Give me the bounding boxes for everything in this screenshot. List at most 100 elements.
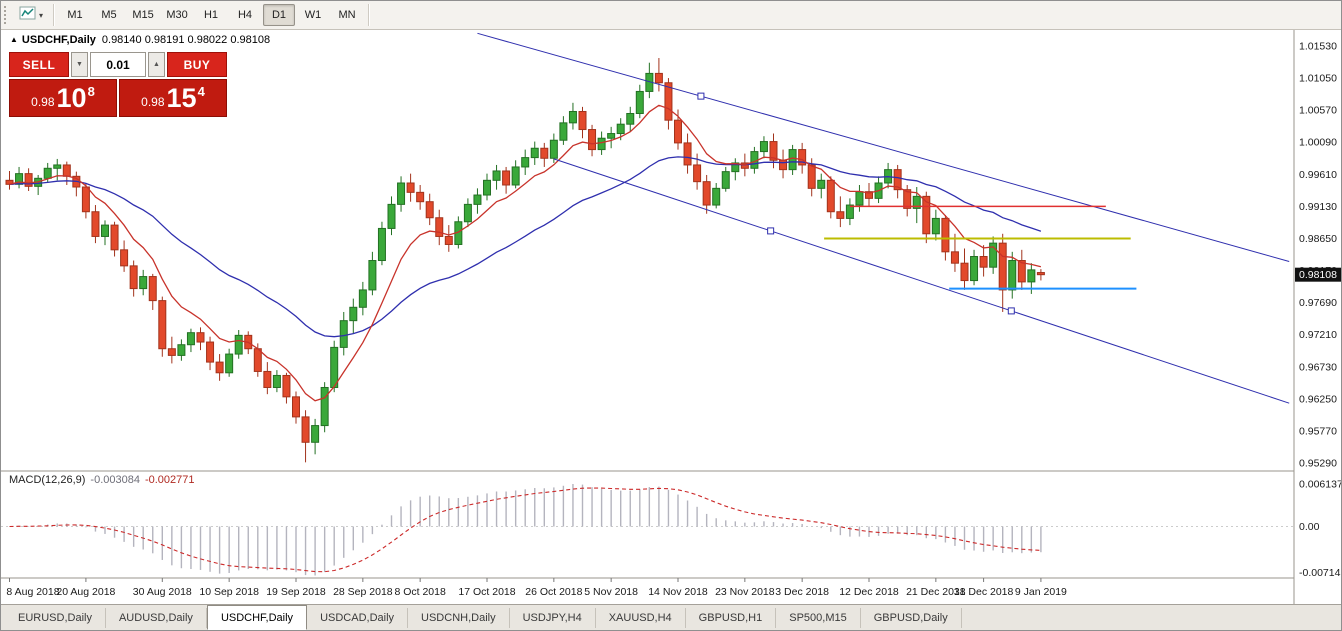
- svg-text:0.99130: 0.99130: [1299, 201, 1337, 213]
- svg-text:23 Nov 2018: 23 Nov 2018: [715, 586, 775, 598]
- svg-text:10 Sep 2018: 10 Sep 2018: [199, 586, 259, 598]
- chart-header: ▲ USDCHF,Daily 0.98140 0.98191 0.98022 0.9…: [10, 34, 270, 46]
- macd-name: MACD(12,26,9): [9, 474, 86, 486]
- sell-price-prefix: 0.98: [31, 95, 55, 109]
- svg-text:0.00: 0.00: [1299, 521, 1320, 533]
- svg-text:0.97690: 0.97690: [1299, 297, 1337, 309]
- buy-price-big: 15: [166, 83, 197, 113]
- ohlc-values: 0.98140 0.98191 0.98022 0.98108: [101, 34, 271, 46]
- ma-slow-line[interactable]: [9, 156, 1042, 338]
- buy-price-prefix: 0.98: [141, 95, 165, 109]
- one-click-trade-panel: SELL ▼ 0.01 ▲ BUY 0.98 10 8 0.98 15 4: [9, 52, 227, 117]
- sell-price-sup: 8: [87, 84, 95, 99]
- chart-canvas[interactable]: 1.01530 1.01050 1.00570 1.00090 0.99610 0.991…: [1, 29, 1342, 606]
- toolbar-separator: [53, 4, 55, 26]
- svg-text:0.96730: 0.96730: [1299, 361, 1337, 373]
- svg-text:26 Oct 2018: 26 Oct 2018: [525, 586, 582, 598]
- chart-tab-XAUUSD-H4[interactable]: XAUUSD,H4: [596, 608, 686, 628]
- chart-tab-EURUSD-Daily[interactable]: EURUSD,Daily: [5, 608, 106, 628]
- svg-text:9 Jan 2019: 9 Jan 2019: [1015, 586, 1067, 598]
- toolbar-separator: [368, 4, 370, 26]
- current-price-tag: 0.98108: [1295, 267, 1341, 282]
- timeframe-button-M15[interactable]: M15: [132, 9, 154, 21]
- chart-tab-USDCNH-Daily[interactable]: USDCNH,Daily: [408, 608, 510, 628]
- svg-text:20 Aug 2018: 20 Aug 2018: [56, 586, 115, 598]
- timeframe-toolbar: M1 M5 M15 M30 H1 H4 D1 W1 MN: [58, 4, 364, 26]
- timeframe-button-H1[interactable]: H1: [203, 9, 219, 21]
- svg-text:8 Aug 2018: 8 Aug 2018: [6, 586, 59, 598]
- svg-text:-0.007142: -0.007142: [1299, 567, 1342, 579]
- timeframe-button-W1[interactable]: W1: [304, 9, 322, 21]
- timeframe-button-D1[interactable]: D1: [263, 4, 296, 26]
- sell-price-display[interactable]: 0.98 10 8: [9, 79, 117, 117]
- chart-tab-SP500-M15[interactable]: SP500,M15: [776, 608, 861, 628]
- svg-text:1.00570: 1.00570: [1299, 105, 1337, 117]
- trendline-handle[interactable]: [697, 92, 705, 100]
- svg-text:1.01530: 1.01530: [1299, 41, 1337, 53]
- symbol-title: USDCHF,Daily: [21, 34, 96, 46]
- chart-tab-bar: EURUSD,Daily AUDUSD,Daily USDCHF,Daily USDC…: [1, 604, 1341, 630]
- svg-text:17 Oct 2018: 17 Oct 2018: [458, 586, 515, 598]
- svg-text:0.96250: 0.96250: [1299, 393, 1337, 405]
- chart-tools-button[interactable]: ▾: [15, 4, 47, 26]
- svg-text:0.95770: 0.95770: [1299, 425, 1337, 437]
- svg-text:0.98650: 0.98650: [1299, 233, 1337, 245]
- svg-text:3 Dec 2018: 3 Dec 2018: [775, 586, 829, 598]
- chart-tab-USDCHF-Daily[interactable]: USDCHF,Daily: [206, 605, 308, 630]
- volume-field[interactable]: 0.01: [90, 52, 146, 77]
- svg-text:1.00090: 1.00090: [1299, 137, 1337, 149]
- svg-text:0.006137: 0.006137: [1299, 479, 1342, 491]
- timeframe-button-MN[interactable]: MN: [338, 9, 356, 21]
- volume-increase-button[interactable]: ▲: [148, 52, 165, 77]
- macd-main-value: -0.003084: [90, 474, 140, 486]
- svg-text:30 Aug 2018: 30 Aug 2018: [133, 586, 192, 598]
- timeframe-button-M1[interactable]: M1: [67, 9, 83, 21]
- svg-text:31 Dec 2018: 31 Dec 2018: [954, 586, 1014, 598]
- macd-axis-labels[interactable]: 0.006137 0.00 -0.007142: [1299, 479, 1342, 580]
- chart-tab-USDJPY-H4[interactable]: USDJPY,H4: [510, 608, 596, 628]
- chevron-down-icon: ▾: [39, 10, 44, 20]
- timeframe-button-M30[interactable]: M30: [166, 9, 188, 21]
- svg-text:1.01050: 1.01050: [1299, 73, 1337, 85]
- svg-text:0.95290: 0.95290: [1299, 458, 1337, 470]
- price-axis-labels[interactable]: 1.01530 1.01050 1.00570 1.00090 0.99610 0.991…: [1299, 41, 1337, 470]
- svg-text:0.98108: 0.98108: [1299, 269, 1337, 281]
- trendline-channel-upper[interactable]: [477, 32, 1290, 262]
- svg-text:19 Sep 2018: 19 Sep 2018: [266, 586, 326, 598]
- toolbar: ▾ M1 M5 M15 M30 H1 H4 D1 W1 MN: [1, 1, 1341, 30]
- chart-tab-USDCAD-Daily[interactable]: USDCAD,Daily: [307, 608, 409, 628]
- macd-histogram: [18, 484, 1042, 576]
- macd-signal-line: [9, 487, 1041, 573]
- svg-text:21 Dec 2018: 21 Dec 2018: [906, 586, 966, 598]
- svg-text:28 Sep 2018: 28 Sep 2018: [333, 586, 393, 598]
- timeframe-button-H4[interactable]: H4: [237, 9, 253, 21]
- chart-tab-AUDUSD-Daily[interactable]: AUDUSD,Daily: [106, 608, 207, 628]
- buy-price-display[interactable]: 0.98 15 4: [119, 79, 227, 117]
- macd-indicator-label: MACD(12,26,9) -0.003084 -0.002771: [9, 474, 195, 486]
- timeframe-button-M5[interactable]: M5: [101, 9, 117, 21]
- svg-text:5 Nov 2018: 5 Nov 2018: [584, 586, 638, 598]
- ma-fast-line[interactable]: [9, 104, 1042, 402]
- trendline-handle[interactable]: [1007, 307, 1015, 315]
- trendline-channel-lower[interactable]: [553, 158, 1290, 404]
- svg-text:14 Nov 2018: 14 Nov 2018: [648, 586, 708, 598]
- trendline-handle[interactable]: [767, 227, 775, 235]
- macd-signal-value: -0.002771: [144, 474, 195, 486]
- sell-button[interactable]: SELL: [9, 52, 69, 77]
- mini-chart-icon: [19, 6, 37, 25]
- buy-price-sup: 4: [197, 84, 205, 99]
- candles-group: [5, 58, 1045, 463]
- buy-button[interactable]: BUY: [167, 52, 227, 77]
- svg-text:12 Dec 2018: 12 Dec 2018: [839, 586, 899, 598]
- svg-text:0.99610: 0.99610: [1299, 169, 1337, 181]
- chart-tab-GBPUSD-Daily[interactable]: GBPUSD,Daily: [861, 608, 962, 628]
- svg-text:8 Oct 2018: 8 Oct 2018: [394, 586, 446, 598]
- sell-price-big: 10: [56, 83, 87, 113]
- svg-text:0.97210: 0.97210: [1299, 329, 1337, 341]
- chart-tab-GBPUSD-H1[interactable]: GBPUSD,H1: [686, 608, 777, 628]
- volume-decrease-button[interactable]: ▼: [71, 52, 88, 77]
- collapse-panel-icon[interactable]: ▲: [10, 35, 18, 44]
- toolbar-grip[interactable]: [4, 6, 9, 24]
